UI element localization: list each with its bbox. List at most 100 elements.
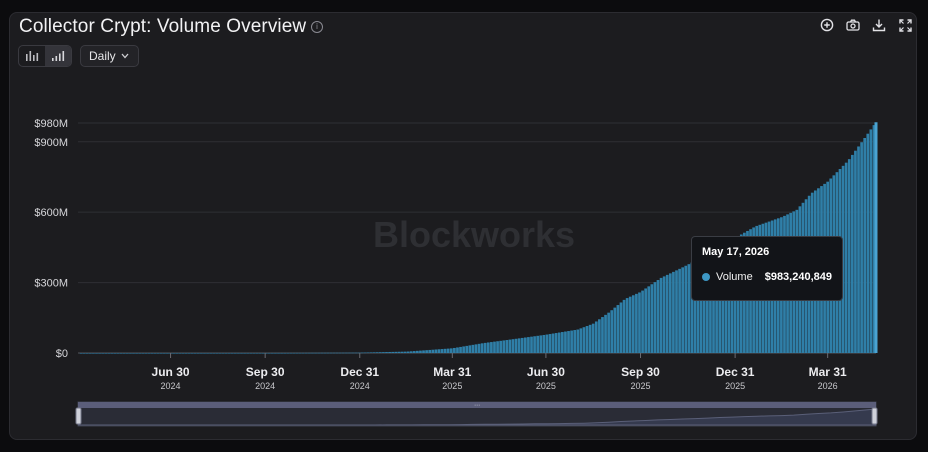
volume-bar — [298, 352, 302, 354]
bar-chart-icon[interactable] — [19, 46, 45, 66]
download-icon[interactable] — [872, 18, 886, 32]
volume-bar — [678, 268, 681, 353]
volume-bar — [851, 154, 854, 353]
navigator-handle-right[interactable] — [871, 407, 878, 425]
volume-bar — [119, 352, 123, 354]
volume-bar — [255, 352, 259, 354]
volume-bar — [486, 342, 490, 353]
volume-bar — [863, 137, 867, 353]
volume-bar — [295, 352, 299, 354]
volume-bar — [702, 256, 706, 353]
volume-bar — [431, 349, 435, 353]
highlighted-bar[interactable] — [874, 122, 878, 353]
volume-bar — [588, 324, 592, 353]
x-tick-year: 2025 — [725, 381, 745, 391]
fullscreen-icon[interactable] — [898, 18, 912, 32]
volume-bar — [650, 284, 654, 353]
volume-bar — [372, 352, 376, 353]
volume-bar — [221, 352, 225, 354]
chart-tooltip: May 17, 2026 Volume $983,240,849 — [691, 236, 843, 301]
volume-bar — [178, 352, 182, 354]
volume-bar — [422, 350, 425, 353]
volume-bar — [425, 350, 428, 353]
volume-bar — [311, 352, 314, 354]
x-tick-label: Dec 31 — [716, 365, 755, 379]
volume-bar — [659, 277, 663, 353]
volume-bar — [184, 352, 188, 354]
volume-bar — [706, 253, 709, 353]
volume-bar — [246, 352, 250, 354]
volume-bar — [709, 251, 712, 353]
volume-bar — [428, 349, 432, 353]
toolbar — [820, 18, 912, 32]
scrollbar-grip-icon[interactable]: ⋯ — [474, 403, 480, 409]
volume-bar — [326, 352, 330, 354]
bar-chart-ascending-icon[interactable] — [45, 46, 71, 66]
volume-bar — [490, 342, 493, 353]
x-tick-year: 2024 — [350, 381, 370, 391]
volume-bar — [289, 352, 293, 354]
navigator-scrollbar[interactable] — [78, 402, 876, 408]
volume-bar — [477, 343, 481, 353]
volume-bar — [348, 352, 351, 354]
x-tick-year: 2025 — [442, 381, 462, 391]
volume-bar — [616, 305, 620, 353]
volume-bar — [548, 334, 552, 353]
zoom-in-icon[interactable] — [820, 18, 834, 32]
interval-select[interactable]: Daily — [80, 45, 139, 67]
volume-bar — [668, 273, 672, 353]
volume-bar — [607, 312, 610, 353]
navigator-handle-left[interactable] — [75, 407, 82, 425]
volume-bar — [107, 352, 111, 354]
y-tick-label: $0 — [56, 348, 68, 360]
x-tick-label: Dec 31 — [340, 365, 379, 379]
volume-bar — [203, 352, 206, 354]
volume-bar — [150, 352, 154, 354]
volume-bar — [332, 352, 336, 354]
volume-bar — [314, 352, 317, 354]
volume-bar — [156, 352, 160, 354]
volume-bar — [264, 352, 268, 354]
volume-bar — [523, 337, 527, 353]
volume-bar — [406, 351, 410, 353]
volume-bar — [585, 326, 589, 353]
info-icon[interactable]: i — [311, 21, 323, 33]
volume-bar — [446, 348, 450, 353]
volume-bar — [354, 352, 357, 354]
x-tick-label: Jun 30 — [152, 365, 190, 379]
volume-bar — [672, 271, 675, 353]
volume-bar — [635, 293, 638, 353]
volume-bar — [480, 343, 484, 353]
volume-bar — [317, 352, 320, 354]
x-tick-year: 2024 — [255, 381, 275, 391]
volume-bar — [440, 349, 444, 353]
volume-bar — [699, 257, 703, 353]
volume-bar — [530, 336, 533, 353]
volume-bar — [474, 344, 478, 353]
volume-bar — [690, 262, 694, 353]
volume-bar — [400, 351, 404, 353]
range-navigator[interactable]: ⋯ — [75, 401, 878, 427]
volume-bar — [323, 352, 327, 354]
volume-bar — [218, 352, 222, 354]
volume-bar — [113, 352, 117, 354]
volume-bar — [230, 352, 234, 354]
volume-bar — [416, 350, 419, 353]
x-tick-label: Mar 31 — [433, 365, 471, 379]
volume-bar — [554, 333, 558, 353]
volume-bar — [360, 352, 364, 354]
x-tick-year: 2025 — [536, 381, 556, 391]
volume-bar — [619, 302, 623, 353]
volume-bar — [419, 350, 422, 353]
volume-bar — [601, 317, 604, 353]
volume-bar — [277, 352, 280, 354]
x-tick-label: Sep 30 — [621, 365, 660, 379]
volume-bar — [496, 341, 499, 353]
volume-bar — [644, 288, 647, 353]
volume-bar — [267, 352, 271, 354]
volume-bar — [598, 319, 601, 353]
volume-bar — [567, 331, 570, 353]
volume-bar — [363, 352, 367, 354]
volume-bar — [132, 352, 135, 354]
camera-icon[interactable] — [846, 18, 860, 32]
